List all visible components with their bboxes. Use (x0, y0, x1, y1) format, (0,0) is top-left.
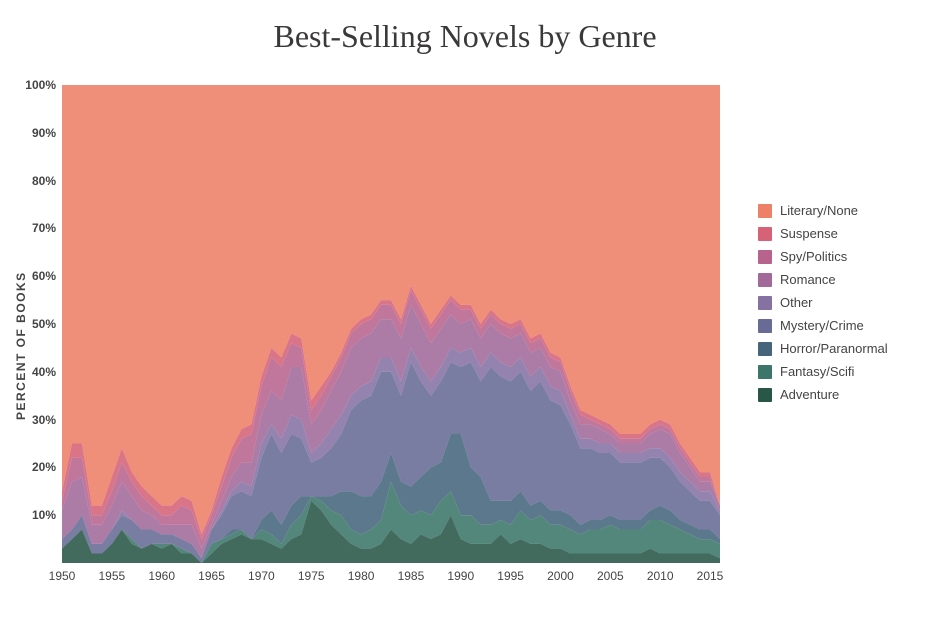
legend-label: Adventure (780, 387, 839, 402)
legend-swatch (758, 388, 772, 402)
x-tick-label: 2005 (597, 563, 624, 583)
page-title: Best-Selling Novels by Genre (0, 0, 930, 55)
y-tick-label: 90% (32, 126, 62, 140)
legend-label: Spy/Politics (780, 249, 847, 264)
y-tick-label: 30% (32, 413, 62, 427)
y-tick-label: 20% (32, 460, 62, 474)
legend-label: Literary/None (780, 203, 858, 218)
legend-swatch (758, 227, 772, 241)
legend-item: Romance (758, 272, 888, 287)
x-tick-label: 1965 (198, 563, 225, 583)
legend-label: Mystery/Crime (780, 318, 864, 333)
legend-label: Horror/Paranormal (780, 341, 888, 356)
legend-swatch (758, 296, 772, 310)
legend-swatch (758, 250, 772, 264)
x-tick-label: 2000 (547, 563, 574, 583)
legend-label: Suspense (780, 226, 838, 241)
y-tick-label: 40% (32, 365, 62, 379)
y-tick-label: 50% (32, 317, 62, 331)
x-tick-label: 1990 (447, 563, 474, 583)
legend-item: Fantasy/Scifi (758, 364, 888, 379)
legend-item: Suspense (758, 226, 888, 241)
legend-item: Horror/Paranormal (758, 341, 888, 356)
x-tick-label: 1995 (497, 563, 524, 583)
chart-area: PERCENT OF BOOKS 10%20%30%40%50%60%70%80… (62, 85, 720, 563)
legend-label: Other (780, 295, 813, 310)
legend-item: Literary/None (758, 203, 888, 218)
legend-item: Spy/Politics (758, 249, 888, 264)
legend-label: Fantasy/Scifi (780, 364, 854, 379)
x-tick-label: 2010 (647, 563, 674, 583)
y-axis-label: PERCENT OF BOOKS (14, 271, 28, 420)
x-tick-label: 1960 (148, 563, 175, 583)
legend-item: Mystery/Crime (758, 318, 888, 333)
chart-page: Best-Selling Novels by Genre PERCENT OF … (0, 0, 930, 623)
legend-swatch (758, 204, 772, 218)
legend-swatch (758, 365, 772, 379)
stacked-area-plot (62, 85, 720, 563)
x-tick-label: 1955 (98, 563, 125, 583)
x-tick-label: 1975 (298, 563, 325, 583)
x-tick-label: 1970 (248, 563, 275, 583)
legend: Literary/None Suspense Spy/Politics Romance… (758, 195, 888, 410)
legend-swatch (758, 273, 772, 287)
legend-item: Adventure (758, 387, 888, 402)
y-tick-label: 70% (32, 221, 62, 235)
y-tick-label: 10% (32, 508, 62, 522)
y-tick-label: 80% (32, 174, 62, 188)
x-tick-label: 1950 (49, 563, 76, 583)
x-tick-label: 1985 (398, 563, 425, 583)
legend-swatch (758, 342, 772, 356)
x-tick-label: 1980 (348, 563, 375, 583)
legend-swatch (758, 319, 772, 333)
legend-label: Romance (780, 272, 836, 287)
x-tick-label: 2015 (697, 563, 724, 583)
y-tick-label: 60% (32, 269, 62, 283)
legend-item: Other (758, 295, 888, 310)
y-tick-label: 100% (25, 78, 62, 92)
